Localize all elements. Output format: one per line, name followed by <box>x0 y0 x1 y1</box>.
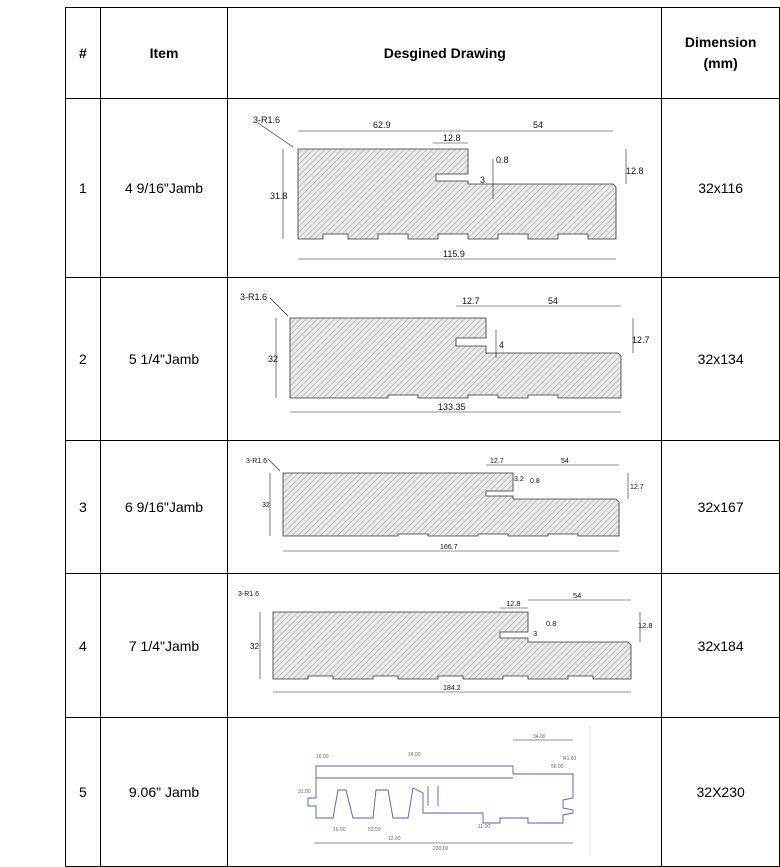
radius-label: 3-R1.6 <box>253 115 280 125</box>
depth-label: 0.8 <box>530 478 540 485</box>
row-dimension: 32x167 <box>661 440 780 574</box>
jamb-profile-drawing: 3-R1.6 62.9 12.8 54 0.8 3 12.8 31.8 115.… <box>253 115 644 260</box>
notch-dim-label: 12.7 <box>490 458 504 465</box>
notch-dim-label: 12.7 <box>462 296 480 306</box>
cad-label-g: 11.00 <box>478 824 490 830</box>
header-row: # Item Desgined Drawing Dimension (mm) <box>65 7 780 99</box>
groove-label: 3 <box>480 175 485 185</box>
row-num: 5 <box>65 717 101 867</box>
jamb-profile-drawing: 16.00 14.00 34.00 56.00 53.50 12.00 11.0… <box>298 726 591 856</box>
row-drawing: 16.00 14.00 34.00 56.00 53.50 12.00 11.0… <box>227 717 663 867</box>
table-row: 5 9.06" Jamb 16.00 14.00 34.00 56.00 53.… <box>65 717 780 867</box>
cad-label-i: 230.00 <box>433 846 449 852</box>
jamb-profile-drawing: 3-R1.6 12.8 54 0.8 3 12.8 32 184.2 <box>238 591 653 693</box>
notch-dim-label: 12.8 <box>443 133 461 143</box>
row-item: 4 9/16"Jamb <box>99 98 229 278</box>
row-item: 5 1/4"Jamb <box>99 277 229 441</box>
radius-label: 3-R1.6 <box>246 458 267 465</box>
header-item: Item <box>99 7 229 99</box>
side-dim-label: 12.7 <box>632 335 650 345</box>
row-item: 9.06" Jamb <box>99 717 229 867</box>
table-row: 1 4 9/16"Jamb 3-R1.6 62.9 12.8 54 0.8 3 … <box>65 98 780 278</box>
row-drawing: 3-R1.6 12.8 54 0.8 3 12.8 32 184.2 <box>227 573 663 718</box>
cad-label-j: 31.80 <box>298 789 311 795</box>
row-num: 1 <box>65 98 101 278</box>
jamb-profile <box>297 148 617 240</box>
height-label: 31.8 <box>270 191 288 201</box>
cad-label-d: 56.00 <box>551 764 564 770</box>
side-dim-label: 12.8 <box>626 166 644 176</box>
row-drawing: 3-R1.6 62.9 12.8 54 0.8 3 12.8 31.8 115.… <box>227 98 663 278</box>
cad-label-h: 16.00 <box>333 827 346 833</box>
top-dim-label: 62.9 <box>373 120 391 130</box>
width-label: 115.9 <box>443 249 465 259</box>
row-dimension: 32X230 <box>661 717 780 867</box>
row-dimension: 32x184 <box>661 573 780 718</box>
groove-label: 3.2 <box>514 476 524 483</box>
row-num: 2 <box>65 277 101 441</box>
jamb-profile-drawing: 3-R1.6 12.7 54 3.2 0.8 12.7 32 166.7 <box>246 458 644 552</box>
row-num: 3 <box>65 440 101 574</box>
row-dimension: 32x116 <box>661 98 780 278</box>
table-row: 3 6 9/16"Jamb 3-R1.6 12.7 54 3.2 0.8 12.… <box>65 440 780 574</box>
jamb-profile <box>272 611 632 680</box>
depth-label: 0.8 <box>546 619 556 628</box>
table-row: 4 7 1/4"Jamb 3-R1.6 12.8 54 0.8 3 12.8 3… <box>65 573 780 718</box>
row-item: 6 9/16"Jamb <box>99 440 229 574</box>
table-row: 2 5 1/4"Jamb 3-R1.6 12.7 54 4 12.7 32 13… <box>65 277 780 441</box>
row-dimension: 32x134 <box>661 277 780 441</box>
radius-label: 3-R1.6 <box>238 591 259 598</box>
jamb-profile <box>289 317 622 399</box>
right-dim-label: 54 <box>561 458 569 465</box>
cad-label-k: R1.60 <box>563 756 577 762</box>
cad-label-c: 34.00 <box>533 734 546 740</box>
jamb-profile <box>307 765 574 824</box>
groove-label: 3 <box>533 629 537 638</box>
side-dim-label: 12.7 <box>630 484 644 491</box>
row-item: 7 1/4"Jamb <box>99 573 229 718</box>
row-drawing: 3-R1.6 12.7 54 3.2 0.8 12.7 32 166.7 <box>227 440 663 574</box>
width-label: 166.7 <box>440 544 458 551</box>
right-dim-label: 54 <box>573 591 581 600</box>
height-label: 32 <box>268 354 278 364</box>
header-drawing: Desgined Drawing <box>227 7 663 99</box>
height-label: 32 <box>250 642 259 651</box>
radius-label: 3-R1.6 <box>240 292 267 302</box>
cad-label-b: 14.00 <box>408 752 421 758</box>
cad-label-e: 53.50 <box>368 827 381 833</box>
header-dimension-label: Dimension (mm) <box>684 34 757 71</box>
side-dim-label: 12.8 <box>638 621 653 630</box>
height-label: 32 <box>262 502 270 509</box>
jamb-profile <box>282 472 620 537</box>
width-label: 133.35 <box>438 402 466 412</box>
header-dimension: Dimension (mm) <box>661 7 780 99</box>
depth-label: 0.8 <box>496 155 509 165</box>
groove-label: 4 <box>499 340 504 350</box>
jamb-profile-drawing: 3-R1.6 12.7 54 4 12.7 32 133.35 <box>240 292 650 413</box>
header-num: # <box>65 7 101 99</box>
cad-label-a: 16.00 <box>316 754 329 760</box>
cad-label-f: 12.00 <box>388 836 401 842</box>
right-dim-label: 54 <box>533 120 543 130</box>
row-num: 4 <box>65 573 101 718</box>
notch-dim-label: 12.8 <box>506 599 521 608</box>
right-dim-label: 54 <box>548 296 558 306</box>
width-label: 184.2 <box>443 685 461 692</box>
row-drawing: 3-R1.6 12.7 54 4 12.7 32 133.35 <box>227 277 663 441</box>
jamb-spec-table: # Item Desgined Drawing Dimension (mm) 1… <box>65 7 780 867</box>
